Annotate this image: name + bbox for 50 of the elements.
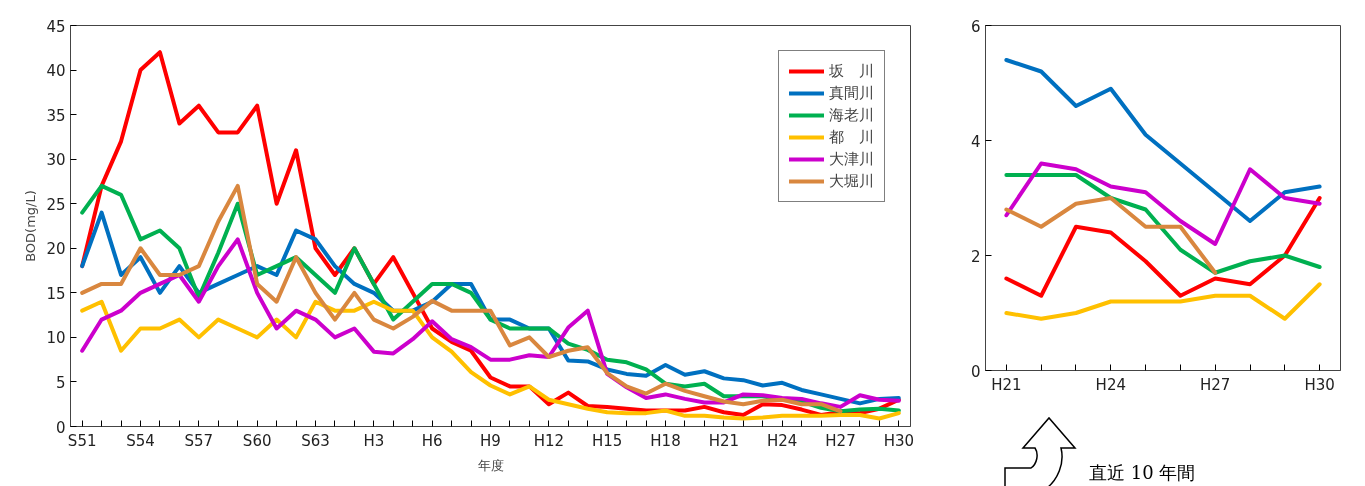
x-tick-label: H24 bbox=[1095, 375, 1126, 394]
y-tick-label: 2 bbox=[970, 247, 981, 266]
legend-label: 海老川 bbox=[829, 105, 874, 125]
line-series bbox=[80, 237, 901, 409]
x-tick-label: H9 bbox=[480, 431, 501, 450]
y-tick-label: 4 bbox=[970, 132, 981, 151]
y-tick-label: 5 bbox=[55, 373, 66, 392]
x-tick-label: H3 bbox=[363, 431, 385, 450]
x-tick-label: S63 bbox=[301, 431, 330, 450]
y-tick-label: 30 bbox=[46, 151, 66, 170]
legend-label: 坂 川 bbox=[829, 61, 874, 81]
x-tick-label: H21 bbox=[991, 375, 1022, 394]
y-tick-label: 15 bbox=[46, 284, 66, 303]
x-tick-label: H30 bbox=[883, 431, 915, 450]
text: 直近 10 年間 bbox=[1089, 461, 1196, 486]
x-axis-title: 年度 bbox=[477, 457, 504, 473]
legend-label: 大堀川 bbox=[829, 171, 874, 191]
x-tick-label: H30 bbox=[1304, 375, 1335, 394]
line-series bbox=[1004, 173, 1322, 275]
y-tick-label: 35 bbox=[46, 106, 66, 125]
y-tick-label: 10 bbox=[46, 329, 66, 348]
line-series bbox=[1004, 161, 1322, 246]
x-tick-label: S54 bbox=[126, 431, 155, 450]
x-tick-label: H15 bbox=[591, 431, 623, 450]
line-series bbox=[1004, 196, 1322, 298]
legend-label: 都 川 bbox=[829, 127, 874, 147]
line-series bbox=[1004, 282, 1322, 321]
x-tick-label: S51 bbox=[67, 431, 97, 450]
y-axis-title: BOD(mg/L) bbox=[23, 190, 39, 262]
x-tick-label: H6 bbox=[421, 431, 443, 450]
line-series bbox=[1004, 58, 1322, 223]
x-tick-label: S60 bbox=[242, 431, 272, 450]
y-tick-label: 20 bbox=[46, 240, 66, 259]
x-tick-label: H18 bbox=[650, 431, 681, 450]
y-tick-label: 6 bbox=[970, 17, 981, 36]
y-tick-label: 0 bbox=[55, 418, 66, 437]
y-tick-label: 25 bbox=[46, 195, 66, 214]
x-tick-label: H21 bbox=[708, 431, 740, 450]
line-series bbox=[80, 299, 901, 421]
legend-label: 大津川 bbox=[829, 149, 874, 169]
x-tick-label: H12 bbox=[533, 431, 565, 450]
line-series bbox=[1004, 196, 1218, 275]
y-tick-label: 45 bbox=[46, 17, 66, 36]
x-tick-label: H27 bbox=[1200, 375, 1231, 394]
y-tick-label: 40 bbox=[46, 62, 66, 81]
x-tick-label: S57 bbox=[184, 431, 214, 450]
x-tick-label: H24 bbox=[766, 431, 798, 450]
legend-label: 真間川 bbox=[829, 83, 874, 103]
x-tick-label: H27 bbox=[825, 431, 856, 450]
y-tick-label: 0 bbox=[970, 362, 981, 381]
